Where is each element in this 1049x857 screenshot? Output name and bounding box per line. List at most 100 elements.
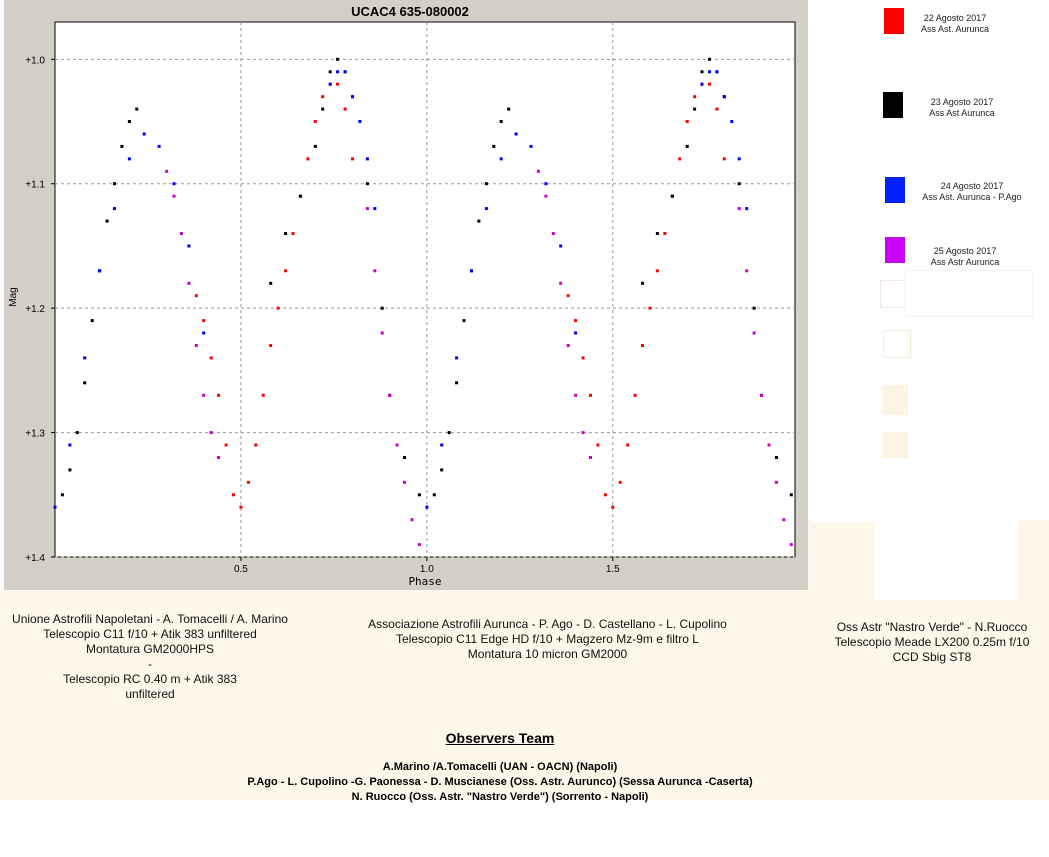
- data-point-series-1: [336, 82, 340, 86]
- data-point-series-4: [395, 443, 399, 447]
- data-point-series-1: [693, 95, 697, 99]
- data-point-series-2: [298, 194, 302, 198]
- y-tick-label: +1.3: [25, 429, 45, 440]
- observers-team-list: A.Marino /A.Tomacelli (UAN - OACN) (Napo…: [0, 760, 1000, 805]
- data-point-series-2: [492, 144, 496, 148]
- data-point-series-2: [432, 493, 436, 497]
- data-point-series-2: [127, 120, 131, 123]
- footer-background: [0, 590, 1049, 800]
- data-point-series-4: [544, 194, 548, 198]
- data-point-series-4: [194, 344, 198, 347]
- data-point-series-2: [641, 281, 644, 285]
- data-point-series-4: [559, 281, 563, 285]
- data-point-series-2: [120, 144, 124, 148]
- axis-ticks: 0.5 1.0 1.5 +1.0 +1.1 +1.2 +1.3 +1.4: [25, 55, 620, 575]
- data-point-series-1: [217, 393, 221, 397]
- data-point-series-3: [172, 182, 176, 186]
- data-point-series-3: [336, 70, 340, 74]
- legend-label: Ass Ast. Aurunca: [920, 24, 990, 34]
- x-axis-label: Phase: [408, 575, 441, 588]
- data-point-series-3: [83, 356, 87, 360]
- data-point-series-3: [53, 505, 57, 509]
- plot-area: [54, 21, 796, 558]
- data-point-series-3: [470, 269, 473, 273]
- data-point-series-1: [603, 493, 607, 497]
- data-point-series-2: [328, 70, 332, 74]
- uan-line: unfiltered: [125, 687, 175, 701]
- data-point-series-3: [343, 70, 347, 74]
- data-point-series-1: [596, 443, 600, 447]
- legend-swatch-24-agosto: [885, 177, 905, 203]
- data-points: [53, 57, 793, 547]
- data-point-series-1: [633, 393, 637, 397]
- data-point-series-2: [737, 182, 741, 186]
- light-curve-plot: 0.5 1.0 1.5 +1.0 +1.1 +1.2 +1.3 +1.4 Phase Mag: [8, 21, 796, 588]
- data-point-series-3: [745, 207, 749, 211]
- legend-entry-22-agosto: 22 Agosto 2017 Ass Ast. Aurunca: [880, 13, 1030, 35]
- data-point-series-2: [708, 57, 711, 61]
- uan-info: Unione Astrofili Napoletani - A. Tomacel…: [5, 612, 295, 702]
- data-point-series-4: [165, 169, 169, 173]
- data-point-series-4: [566, 344, 570, 347]
- data-point-series-1: [239, 505, 243, 509]
- data-point-series-4: [782, 518, 786, 522]
- data-point-series-3: [425, 505, 429, 509]
- data-point-series-2: [507, 107, 511, 111]
- data-point-series-4: [179, 232, 183, 235]
- nastro-verde-info: Oss Astr "Nastro Verde" - N.Ruocco Teles…: [815, 620, 1049, 665]
- data-point-series-2: [655, 232, 659, 235]
- data-point-series-4: [581, 431, 585, 435]
- data-point-series-3: [715, 70, 719, 74]
- data-point-series-2: [105, 219, 109, 223]
- data-point-series-1: [566, 294, 570, 298]
- data-point-series-2: [447, 431, 451, 435]
- uan-line: Montatura GM2000HPS: [85, 642, 215, 656]
- aurunca-line: Associazione Astrofili Aurunca - P. Ago …: [368, 617, 727, 631]
- data-point-series-3: [722, 95, 726, 99]
- data-point-series-3: [559, 244, 563, 248]
- data-point-series-2: [269, 281, 273, 285]
- data-point-series-4: [574, 393, 578, 397]
- data-point-series-2: [135, 107, 139, 111]
- data-point-series-2: [403, 456, 406, 459]
- legend-label: Ass Ast. Aurunca - P.Ago: [922, 192, 1022, 202]
- legend-date: 23 Agosto 2017: [930, 97, 994, 107]
- data-point-series-2: [774, 456, 778, 459]
- y-tick-label: +1.4: [25, 553, 45, 564]
- data-point-series-1: [321, 95, 325, 99]
- chart-title: UCAC4 635-080002: [351, 4, 469, 19]
- data-point-series-2: [499, 120, 503, 123]
- legend-placeholder: [883, 330, 911, 358]
- data-point-series-4: [767, 443, 771, 447]
- data-point-series-1: [276, 306, 280, 310]
- y-tick-label: +1.2: [25, 304, 45, 315]
- data-point-series-4: [380, 331, 384, 335]
- x-tick-label: 1.5: [606, 564, 620, 575]
- data-point-series-4: [365, 207, 369, 211]
- data-point-series-1: [202, 319, 206, 323]
- data-point-series-3: [113, 207, 116, 211]
- data-point-series-3: [499, 157, 503, 161]
- data-point-series-2: [462, 319, 466, 323]
- legend-placeholder: [905, 270, 1033, 317]
- data-point-series-3: [98, 269, 102, 273]
- data-point-series-3: [529, 144, 533, 148]
- data-point-series-4: [745, 269, 749, 273]
- data-point-series-1: [291, 232, 295, 235]
- legend-entry-24-agosto: 24 Agosto 2017 Ass Ast. Aurunca - P.Ago: [897, 181, 1047, 203]
- data-point-series-1: [261, 393, 265, 397]
- data-point-series-4: [589, 456, 592, 459]
- data-point-series-3: [351, 95, 354, 99]
- data-point-series-1: [708, 82, 711, 86]
- data-point-series-4: [187, 281, 191, 285]
- data-point-series-1: [194, 294, 198, 298]
- nastro-line: Oss Astr "Nastro Verde" - N.Ruocco: [836, 620, 1028, 634]
- data-point-series-3: [730, 120, 734, 123]
- data-point-series-2: [670, 194, 674, 198]
- data-point-series-3: [127, 157, 131, 161]
- data-point-series-2: [700, 70, 704, 74]
- data-point-series-3: [157, 144, 161, 148]
- data-point-series-2: [83, 381, 87, 385]
- data-point-series-3: [708, 70, 711, 74]
- team-line: P.Ago - L. Cupolino -G. Paonessa - D. Mu…: [247, 776, 753, 788]
